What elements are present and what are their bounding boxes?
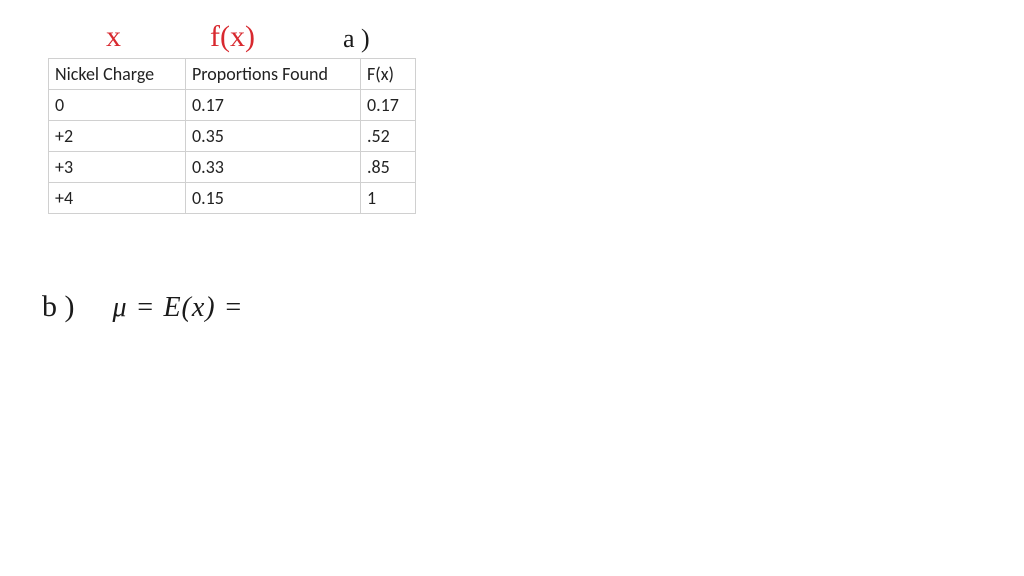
cell-fx: .52	[361, 121, 416, 152]
equation-text: μ = E(x) =	[113, 292, 244, 324]
cell-proportion: 0.17	[186, 90, 361, 121]
cell-proportion: 0.35	[186, 121, 361, 152]
cell-fx: .85	[361, 152, 416, 183]
part-b-label: b )	[42, 290, 75, 324]
page-root: x f(x) a ) Nickel Charge Proportions Fou…	[0, 0, 1024, 576]
cell-proportion: 0.15	[186, 183, 361, 214]
fx-label: f(x)	[210, 20, 255, 54]
data-table: Nickel Charge Proportions Found F(x) 0 0…	[48, 58, 416, 214]
col-header-fx: F(x)	[361, 59, 416, 90]
part-b-line: b ) μ = E(x) =	[42, 290, 244, 324]
cell-charge: +2	[49, 121, 186, 152]
cell-charge: 0	[49, 90, 186, 121]
table-row: 0 0.17 0.17	[49, 90, 416, 121]
cell-fx: 1	[361, 183, 416, 214]
part-a-label: a )	[343, 24, 370, 54]
cell-charge: +3	[49, 152, 186, 183]
cell-proportion: 0.33	[186, 152, 361, 183]
table-row: +2 0.35 .52	[49, 121, 416, 152]
col-header-proportions: Proportions Found	[186, 59, 361, 90]
cell-fx: 0.17	[361, 90, 416, 121]
table-header-row: Nickel Charge Proportions Found F(x)	[49, 59, 416, 90]
cell-charge: +4	[49, 183, 186, 214]
x-label: x	[106, 20, 121, 54]
col-header-nickel-charge: Nickel Charge	[49, 59, 186, 90]
table-row: +4 0.15 1	[49, 183, 416, 214]
table-row: +3 0.33 .85	[49, 152, 416, 183]
